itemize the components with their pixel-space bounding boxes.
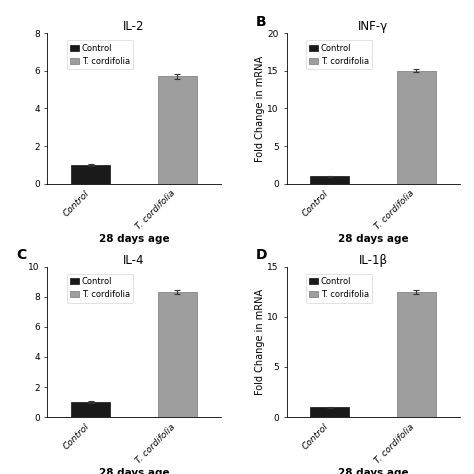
Bar [310, 176, 349, 184]
Title: IL-1β: IL-1β [359, 254, 388, 266]
Text: B: B [255, 15, 266, 29]
Text: C: C [16, 248, 27, 263]
Bar [71, 165, 110, 184]
Legend: Control, T. cordifolia: Control, T. cordifolia [67, 40, 133, 69]
Bar [158, 292, 197, 417]
Bar [310, 407, 349, 417]
Y-axis label: Fold Change in mRNA: Fold Change in mRNA [255, 289, 264, 395]
Bar [397, 292, 436, 417]
Title: INF-γ: INF-γ [358, 20, 388, 33]
X-axis label: 28 days age: 28 days age [338, 468, 409, 474]
X-axis label: 28 days age: 28 days age [99, 234, 169, 244]
X-axis label: 28 days age: 28 days age [99, 468, 169, 474]
Bar [397, 71, 436, 184]
Text: D: D [255, 248, 267, 263]
Legend: Control, T. cordifolia: Control, T. cordifolia [306, 40, 373, 69]
X-axis label: 28 days age: 28 days age [338, 234, 409, 244]
Legend: Control, T. cordifolia: Control, T. cordifolia [306, 273, 373, 302]
Legend: Control, T. cordifolia: Control, T. cordifolia [67, 273, 133, 302]
Title: IL-2: IL-2 [123, 20, 145, 33]
Bar [71, 402, 110, 417]
Bar [158, 76, 197, 184]
Title: IL-4: IL-4 [123, 254, 145, 266]
Y-axis label: Fold Change in mRNA: Fold Change in mRNA [255, 55, 264, 162]
